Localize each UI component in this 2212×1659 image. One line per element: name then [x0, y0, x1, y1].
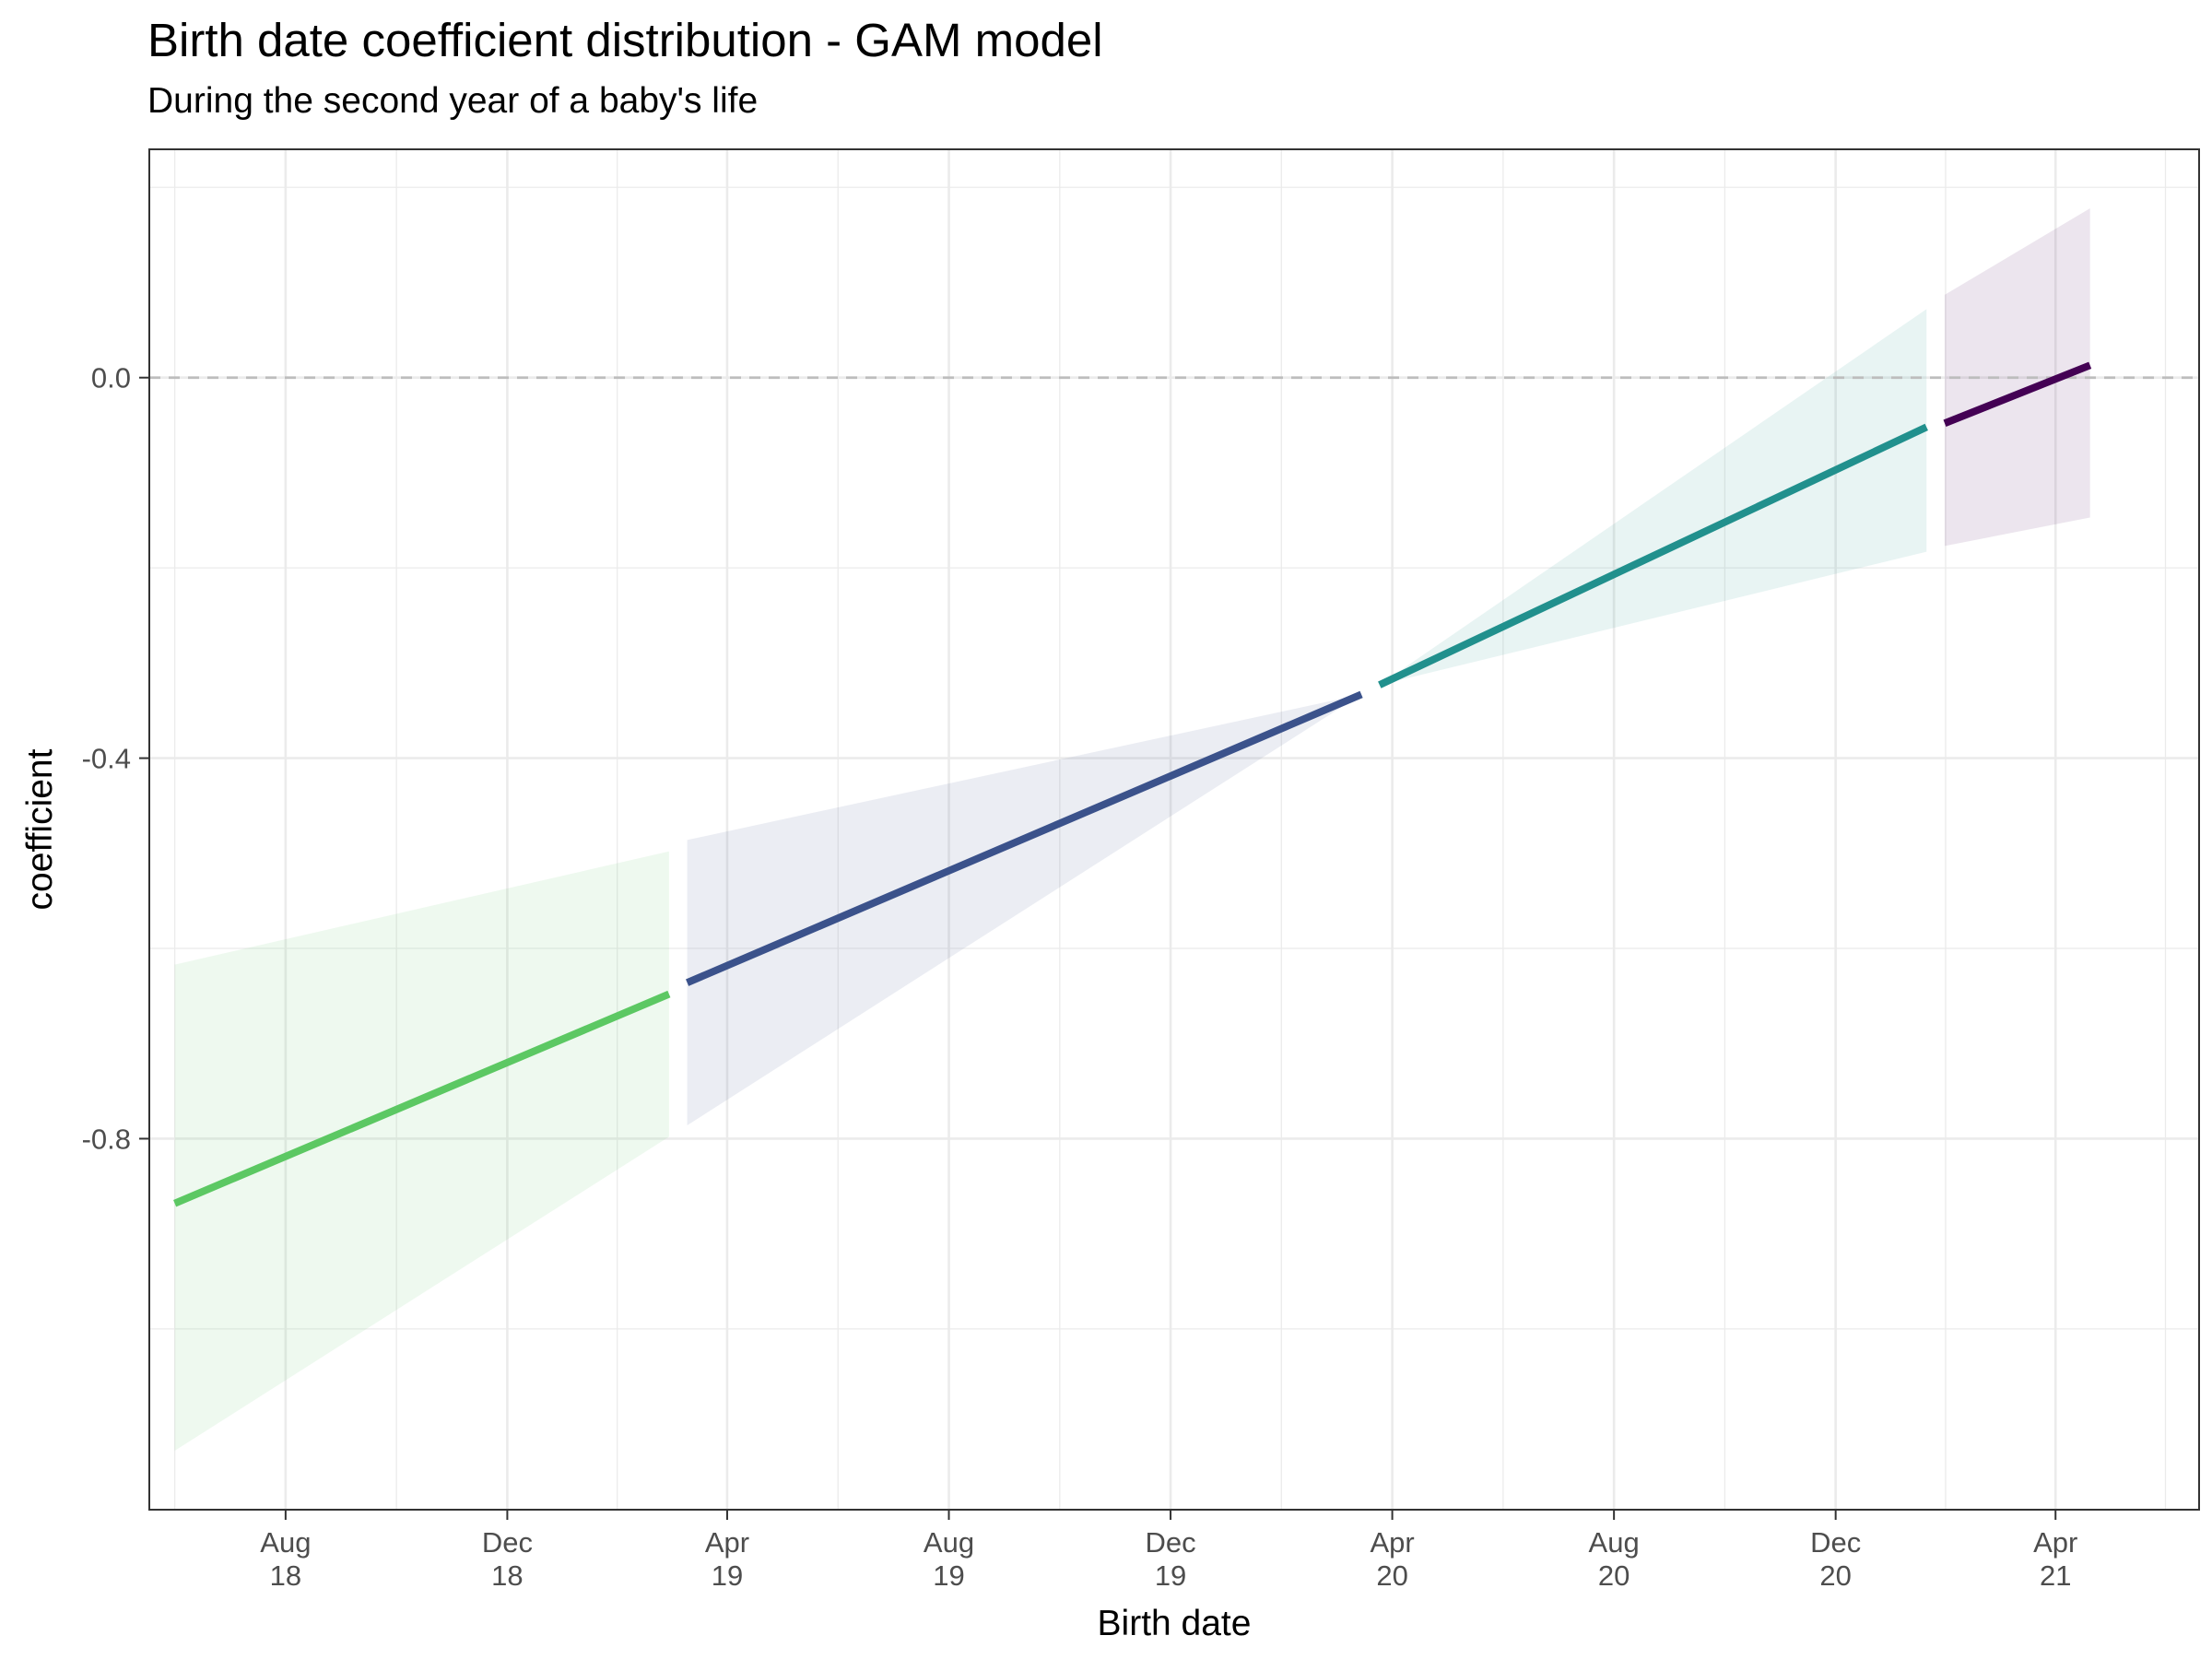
series-line-1	[173, 990, 671, 1207]
x-tick-label-line: Aug	[924, 1526, 974, 1559]
x-tick-label: Apr 21	[2033, 1526, 2077, 1592]
x-tick-label-line: 20	[1598, 1559, 1630, 1592]
x-axis-title: Birth date	[1098, 1604, 1252, 1643]
x-tick-label: Apr 19	[705, 1526, 749, 1592]
x-tick-label: Dec 18	[482, 1526, 533, 1592]
x-tick-label: Dec 20	[1810, 1526, 1861, 1592]
confidence-band-3	[1379, 309, 1927, 686]
confidence-band-2	[687, 694, 1362, 1126]
x-tick-label: Dec 19	[1145, 1526, 1195, 1592]
confidence-bands	[174, 207, 2090, 1452]
series-line-2	[686, 690, 1363, 986]
x-tick-label: Aug 20	[1589, 1526, 1640, 1592]
confidence-band-1	[174, 851, 669, 1452]
x-tick-label-line: Apr	[2033, 1526, 2077, 1559]
y-axis: 0.0 -0.4 -0.8	[82, 362, 149, 1155]
x-tick-label-line: Dec	[1810, 1526, 1861, 1559]
x-tick-label-line: 18	[270, 1559, 301, 1592]
x-tick-label-line: 18	[491, 1559, 523, 1592]
x-tick-label: Aug 19	[924, 1526, 974, 1592]
x-tick-label-line: 19	[933, 1559, 964, 1592]
grid	[149, 149, 2199, 1510]
x-tick-label-line: 20	[1819, 1559, 1851, 1592]
chart-title: Birth date coefficient distribution - GA…	[147, 14, 1103, 66]
series-line-4	[1943, 361, 2092, 427]
series-lines	[173, 361, 2092, 1207]
panel-border	[148, 148, 2200, 1511]
x-tick-label-line: 19	[1155, 1559, 1186, 1592]
x-tick-label: Aug 18	[260, 1526, 311, 1592]
x-tick-label-line: 19	[712, 1559, 743, 1592]
y-tick-label: -0.4	[82, 743, 131, 775]
series-line-3	[1378, 423, 1928, 688]
x-tick-label-line: Dec	[1145, 1526, 1195, 1559]
x-tick-label-line: Dec	[482, 1526, 533, 1559]
x-tick-label-line: Apr	[1370, 1526, 1414, 1559]
x-tick-label-line: 21	[2040, 1559, 2071, 1592]
chart-subtitle: During the second year of a baby's life	[147, 81, 759, 121]
y-tick-label: -0.8	[82, 1123, 131, 1155]
x-tick-label: Apr 20	[1370, 1526, 1414, 1592]
x-tick-label-line: 20	[1376, 1559, 1407, 1592]
y-tick-label: 0.0	[91, 362, 131, 394]
x-tick-label-line: Aug	[1589, 1526, 1640, 1559]
x-tick-label-line: Aug	[260, 1526, 311, 1559]
x-tick-label-line: Apr	[705, 1526, 749, 1559]
y-axis-title: coefficient	[20, 748, 60, 910]
